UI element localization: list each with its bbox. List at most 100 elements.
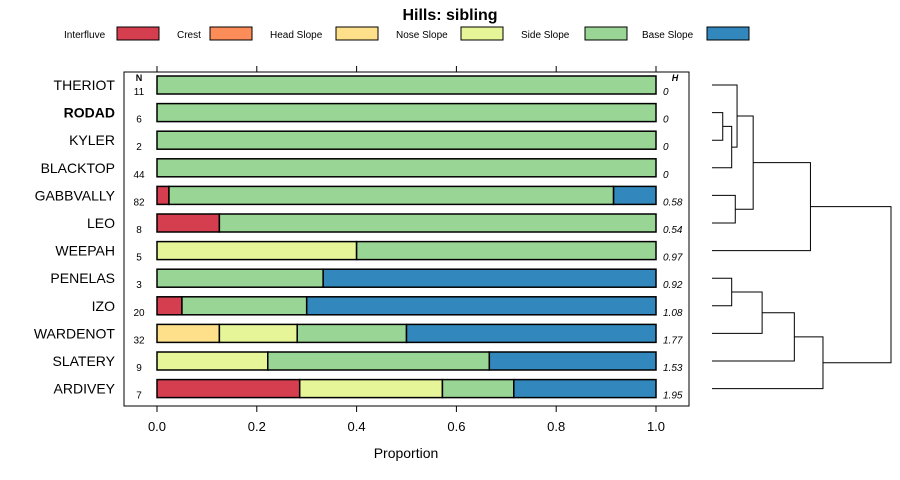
bar-segment-ardivey-interfluve bbox=[156, 378, 301, 399]
dendrogram-branch-9 bbox=[712, 312, 795, 362]
bar-segment-wardenot-head-slope bbox=[156, 323, 221, 344]
bar-segment-slatery-side-slope bbox=[267, 351, 491, 371]
bar-segment-weepah-side-slope bbox=[355, 240, 657, 261]
n-column: N 11 6 2 44 82 8 5 3 20 32 9 7 bbox=[133, 73, 145, 402]
n-value-weepah: 5 bbox=[136, 253, 142, 264]
legend-label-crest: Crest bbox=[177, 30, 201, 41]
row-label-rodad: RODAD bbox=[64, 105, 115, 121]
n-value-ardivey: 7 bbox=[136, 391, 142, 402]
row-label-ardivey: ARDIVEY bbox=[54, 381, 116, 397]
h-value-blacktop: 0 bbox=[663, 170, 669, 181]
plot-panel bbox=[123, 71, 690, 407]
x-axis: 0.0 0.2 0.4 0.6 0.8 1.0 bbox=[148, 66, 665, 434]
n-value-gabbvally: 82 bbox=[133, 197, 145, 208]
row-label-gabbvally: GABBVALLY bbox=[35, 187, 116, 203]
row-labels: THERIOT RODAD KYLER BLACKTOP GABBVALLY LEO WEE… bbox=[34, 77, 116, 397]
row-label-leo: LEO bbox=[87, 215, 115, 231]
legend-swatch-nose-slope bbox=[460, 26, 504, 41]
legend-label-base-slope: Base Slope bbox=[642, 30, 694, 41]
h-value-kyler: 0 bbox=[663, 142, 669, 153]
legend-swatch-crest bbox=[209, 26, 253, 41]
dendrogram-branch-11 bbox=[810, 206, 892, 364]
bar-segment-gabbvally-base-slope bbox=[612, 185, 657, 206]
x-tick-label-0-4: 0.4 bbox=[348, 419, 366, 434]
n-value-rodad: 6 bbox=[136, 115, 142, 126]
bar-segment-ardivey-base-slope bbox=[513, 378, 657, 399]
n-value-kyler: 2 bbox=[136, 142, 142, 153]
legend-swatch-interfluve bbox=[116, 26, 160, 41]
bar-segment-leo-interfluve bbox=[156, 213, 221, 233]
dendrogram-branch-3 bbox=[712, 84, 738, 148]
n-value-theriot: 11 bbox=[134, 87, 145, 98]
row-label-kyler: KYLER bbox=[69, 132, 115, 148]
bar-segment-gabbvally-interfluve bbox=[156, 185, 170, 206]
x-tick-label-0-0: 0.0 bbox=[148, 419, 166, 434]
x-tick-label-1-0: 1.0 bbox=[647, 419, 665, 434]
n-value-blacktop: 44 bbox=[133, 170, 145, 181]
legend-label-side-slope: Side Slope bbox=[521, 30, 570, 41]
row-label-weepah: WEEPAH bbox=[55, 243, 115, 259]
x-tick-label-0-6: 0.6 bbox=[447, 419, 465, 434]
bar-segment-theriot-side-slope bbox=[156, 75, 657, 95]
dendrogram-branch-4 bbox=[712, 194, 736, 224]
bar-segment-leo-side-slope bbox=[218, 213, 657, 233]
dendrogram-branch-8 bbox=[712, 291, 763, 334]
bar-segment-penelas-base-slope bbox=[322, 268, 657, 288]
bar-segment-kyler-side-slope bbox=[156, 130, 657, 150]
bar-segment-slatery-base-slope bbox=[488, 351, 657, 371]
row-label-slatery: SLATERY bbox=[52, 353, 115, 369]
dendrogram-branch-1 bbox=[712, 112, 724, 141]
dendrogram-branch-10 bbox=[712, 336, 824, 390]
h-value-penelas: 0.92 bbox=[663, 280, 683, 291]
bar-segment-penelas-side-slope bbox=[156, 268, 324, 288]
x-tick-label-0-2: 0.2 bbox=[248, 419, 266, 434]
bar-segment-slatery-nose-slope bbox=[156, 351, 269, 371]
row-label-penelas: PENELAS bbox=[50, 270, 115, 286]
bar-segment-rodad-side-slope bbox=[156, 102, 657, 123]
h-value-izo: 1.08 bbox=[663, 308, 683, 319]
h-value-theriot: 0 bbox=[663, 87, 669, 98]
bar-segment-blacktop-side-slope bbox=[156, 158, 657, 178]
bars-group bbox=[156, 75, 657, 399]
dendrogram-branch-6 bbox=[712, 162, 811, 252]
dendrogram-branch-5 bbox=[735, 115, 754, 210]
legend-swatch-base-slope bbox=[706, 26, 750, 41]
n-value-leo: 8 bbox=[136, 225, 142, 236]
bar-segment-izo-side-slope bbox=[181, 296, 308, 316]
legend-label-interfluve: Interfluve bbox=[64, 30, 106, 41]
bar-segment-izo-interfluve bbox=[156, 296, 183, 316]
n-column-header: N bbox=[136, 73, 143, 83]
bar-segment-wardenot-base-slope bbox=[405, 323, 657, 344]
legend-swatch-head-slope bbox=[335, 26, 379, 41]
n-value-penelas: 3 bbox=[136, 280, 142, 291]
x-axis-label: Proportion bbox=[374, 445, 439, 461]
bar-segment-wardenot-side-slope bbox=[296, 323, 408, 344]
legend-swatch-side-slope bbox=[584, 26, 628, 41]
n-value-izo: 20 bbox=[133, 308, 145, 319]
legend: Interfluve Crest Head Slope Nose Slope Side … bbox=[64, 26, 750, 41]
bar-segment-weepah-nose-slope bbox=[156, 240, 358, 261]
bar-segment-izo-base-slope bbox=[305, 296, 657, 316]
h-value-leo: 0.54 bbox=[663, 225, 683, 236]
h-value-wardenot: 1.77 bbox=[663, 335, 683, 346]
h-column-header: H bbox=[672, 73, 679, 83]
row-label-wardenot: WARDENOT bbox=[34, 325, 116, 341]
n-value-wardenot: 32 bbox=[133, 335, 145, 346]
bar-segment-ardivey-nose-slope bbox=[298, 378, 444, 399]
row-label-blacktop: BLACKTOP bbox=[41, 160, 115, 176]
h-value-rodad: 0 bbox=[663, 115, 669, 126]
h-value-slatery: 1.53 bbox=[663, 363, 683, 374]
x-tick-label-0-8: 0.8 bbox=[547, 419, 565, 434]
h-value-weepah: 0.97 bbox=[663, 253, 683, 264]
chart-title: Hills: sibling bbox=[402, 7, 497, 24]
dendrogram-branch-2 bbox=[712, 125, 733, 169]
dendrogram-branch-7 bbox=[712, 277, 733, 307]
row-label-izo: IZO bbox=[92, 298, 115, 314]
dendrogram bbox=[712, 84, 892, 390]
bar-segment-ardivey-side-slope bbox=[441, 378, 515, 399]
bar-segment-wardenot-nose-slope bbox=[218, 323, 298, 344]
legend-label-head-slope: Head Slope bbox=[270, 30, 323, 41]
n-value-slatery: 9 bbox=[136, 363, 142, 374]
